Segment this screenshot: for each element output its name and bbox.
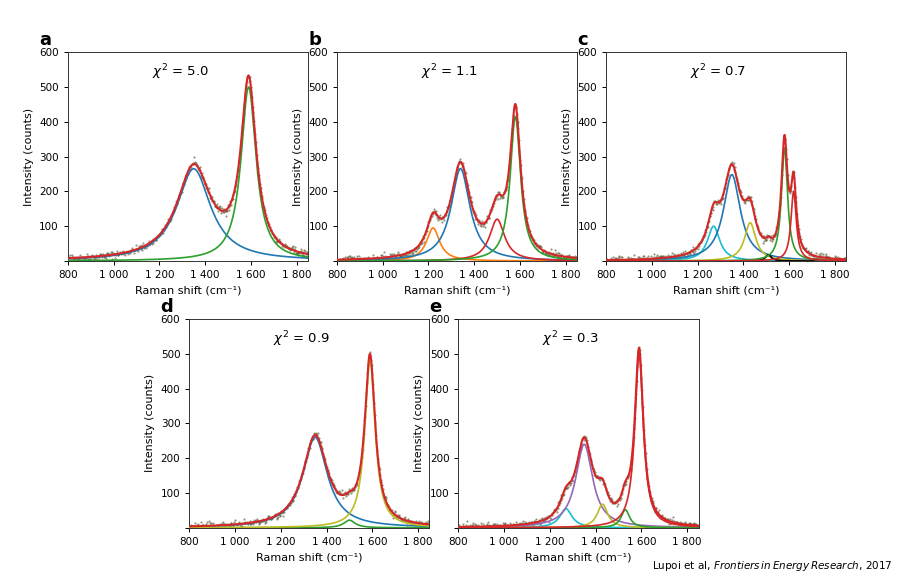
Text: $\chi^2$ = 1.1: $\chi^2$ = 1.1 bbox=[421, 63, 477, 82]
X-axis label: Raman shift (cm⁻¹): Raman shift (cm⁻¹) bbox=[135, 285, 241, 296]
Y-axis label: Intensity (counts): Intensity (counts) bbox=[414, 374, 424, 473]
Text: $\chi^2$ = 5.0: $\chi^2$ = 5.0 bbox=[152, 63, 209, 82]
Y-axis label: Intensity (counts): Intensity (counts) bbox=[145, 374, 155, 473]
Y-axis label: Intensity (counts): Intensity (counts) bbox=[562, 107, 572, 206]
Text: a: a bbox=[39, 31, 51, 49]
Text: d: d bbox=[160, 298, 173, 316]
Text: b: b bbox=[308, 31, 321, 49]
Y-axis label: Intensity (counts): Intensity (counts) bbox=[293, 107, 303, 206]
Text: $\chi^2$ = 0.9: $\chi^2$ = 0.9 bbox=[274, 329, 331, 349]
Text: $\chi^2$ = 0.7: $\chi^2$ = 0.7 bbox=[690, 63, 746, 82]
Text: e: e bbox=[429, 298, 442, 316]
Y-axis label: Intensity (counts): Intensity (counts) bbox=[24, 107, 34, 206]
Text: $\chi^2$ = 0.3: $\chi^2$ = 0.3 bbox=[543, 329, 599, 349]
X-axis label: Raman shift (cm⁻¹): Raman shift (cm⁻¹) bbox=[673, 285, 779, 296]
X-axis label: Raman shift (cm⁻¹): Raman shift (cm⁻¹) bbox=[256, 552, 362, 563]
Text: c: c bbox=[577, 31, 588, 49]
X-axis label: Raman shift (cm⁻¹): Raman shift (cm⁻¹) bbox=[404, 285, 510, 296]
X-axis label: Raman shift (cm⁻¹): Raman shift (cm⁻¹) bbox=[525, 552, 631, 563]
Text: Lupoi et al, $\it{Frontiers\/in\/Energy\/Research}$, 2017: Lupoi et al, $\it{Frontiers\/in\/Energy\… bbox=[651, 559, 892, 573]
